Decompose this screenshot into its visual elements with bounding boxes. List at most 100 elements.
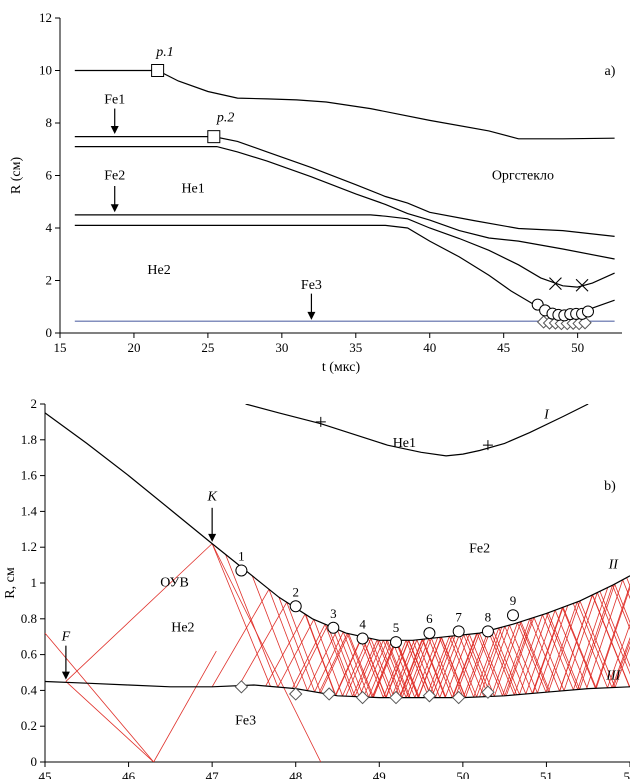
y-tick-label: 2 bbox=[31, 396, 38, 411]
characteristic-line bbox=[425, 636, 450, 698]
characteristic-line bbox=[586, 579, 624, 689]
panel-label: a) bbox=[605, 64, 616, 79]
annotation-label: Fe2 bbox=[104, 168, 125, 183]
characteristic-line bbox=[498, 627, 527, 695]
annotation-label: Оргстекло bbox=[492, 168, 554, 183]
series-line-2 bbox=[74, 146, 615, 260]
characteristic-line bbox=[449, 636, 475, 698]
chart-panel-b: 454647484950515200.20.40.60.811.21.41.61… bbox=[3, 396, 630, 779]
chart-panel-a: 15 20 25 30 35 40 45 50 0 2 4 6 8 10 12 t (мкс) R (см) a)… bbox=[9, 10, 622, 375]
y-tick-label: 1.6 bbox=[21, 468, 38, 483]
y-tick-label: 1.8 bbox=[21, 432, 37, 447]
annotation-label: p.1 bbox=[155, 45, 174, 60]
x-tick-label: 15 bbox=[54, 340, 67, 355]
characteristic-line bbox=[596, 592, 630, 675]
characteristic-line bbox=[529, 618, 560, 692]
plot-area bbox=[74, 69, 615, 322]
characteristic-line bbox=[211, 543, 322, 762]
characteristic-line bbox=[509, 624, 538, 694]
characteristic-line bbox=[153, 650, 217, 762]
annotation-label: Fe1 bbox=[104, 92, 125, 107]
characteristic-line bbox=[599, 591, 630, 668]
characteristic-line bbox=[399, 639, 424, 698]
circle-marker bbox=[327, 621, 340, 634]
characteristic-line bbox=[225, 554, 279, 688]
cross-marker bbox=[549, 277, 562, 291]
characteristic-line bbox=[416, 639, 441, 698]
characteristic-line bbox=[395, 640, 419, 698]
characteristic-line bbox=[391, 639, 415, 698]
characteristic-line bbox=[396, 640, 420, 698]
characteristic-line bbox=[465, 634, 492, 697]
characteristic-line bbox=[414, 637, 439, 698]
characteristic-line bbox=[268, 589, 308, 691]
characteristic-line bbox=[358, 635, 384, 698]
characteristic-line bbox=[318, 633, 348, 693]
y-tick-label: 10 bbox=[39, 63, 52, 78]
characteristic-line bbox=[372, 640, 397, 698]
characteristic-line bbox=[361, 636, 387, 698]
characteristic-line bbox=[65, 681, 154, 762]
characteristic-line bbox=[385, 640, 410, 698]
x-tick-label: 25 bbox=[201, 340, 214, 355]
series-line-0 bbox=[45, 412, 630, 641]
characteristic-line bbox=[421, 639, 446, 698]
characteristic-line bbox=[393, 639, 418, 698]
characteristic-line bbox=[519, 612, 549, 695]
characteristic-line bbox=[592, 594, 630, 687]
y-tick-label: 1 bbox=[31, 575, 38, 590]
annotation-label: p.2 bbox=[216, 111, 235, 126]
y-tick-label: 0.6 bbox=[21, 647, 38, 662]
y-tick-label: 0.4 bbox=[21, 682, 38, 697]
characteristic-line bbox=[612, 640, 630, 688]
x-tick-label: 30 bbox=[275, 340, 288, 355]
x-tick-label: 45 bbox=[39, 769, 52, 779]
arrow-head bbox=[307, 311, 316, 320]
diamond-marker bbox=[355, 690, 370, 705]
characteristic-line bbox=[452, 633, 478, 698]
diamond-marker bbox=[481, 685, 495, 699]
circle-marker bbox=[289, 600, 302, 613]
circle-marker-label: 8 bbox=[485, 609, 492, 624]
characteristic-line bbox=[398, 639, 423, 698]
characteristic-line bbox=[444, 634, 470, 698]
characteristic-line bbox=[579, 583, 616, 690]
series-line-2 bbox=[45, 680, 630, 699]
characteristic-line bbox=[418, 637, 442, 698]
plus-marker bbox=[482, 440, 493, 451]
characteristic-line bbox=[373, 640, 397, 698]
characteristic-line bbox=[492, 629, 520, 695]
circle-marker bbox=[423, 627, 436, 640]
characteristic-line bbox=[439, 634, 465, 698]
annotation-label: Fe2 bbox=[469, 542, 490, 557]
x-tick-label: 46 bbox=[122, 769, 136, 779]
arrow-head bbox=[110, 204, 119, 213]
y-tick-label: 8 bbox=[46, 115, 53, 130]
characteristic-line bbox=[458, 635, 485, 697]
circle-marker bbox=[235, 564, 248, 577]
annotation-label: II bbox=[608, 558, 620, 573]
characteristic-line bbox=[612, 585, 630, 630]
annotation-label: K bbox=[206, 490, 217, 505]
characteristic-line bbox=[493, 621, 522, 697]
characteristic-line bbox=[401, 638, 426, 698]
characteristic-line bbox=[346, 633, 373, 698]
characteristic-line bbox=[278, 597, 316, 692]
characteristic-line bbox=[519, 621, 549, 693]
characteristic-line bbox=[463, 634, 489, 697]
characteristic-line bbox=[554, 610, 588, 689]
series-line-0 bbox=[74, 69, 615, 140]
characteristic-line bbox=[408, 638, 432, 698]
x-tick-label: 20 bbox=[127, 340, 140, 355]
characteristic-line bbox=[502, 618, 531, 696]
x-axis-label: t (мкс) bbox=[322, 360, 361, 375]
plus-marker bbox=[315, 416, 326, 427]
characteristic-line bbox=[483, 624, 510, 697]
diamond-marker bbox=[289, 687, 303, 701]
diamond-marker bbox=[451, 690, 466, 705]
y-axis-label: R, см bbox=[3, 567, 18, 599]
series-line-1 bbox=[74, 136, 615, 237]
y-tick-label: 0.2 bbox=[21, 718, 37, 733]
characteristic-line bbox=[451, 633, 478, 698]
characteristic-line bbox=[361, 636, 387, 698]
